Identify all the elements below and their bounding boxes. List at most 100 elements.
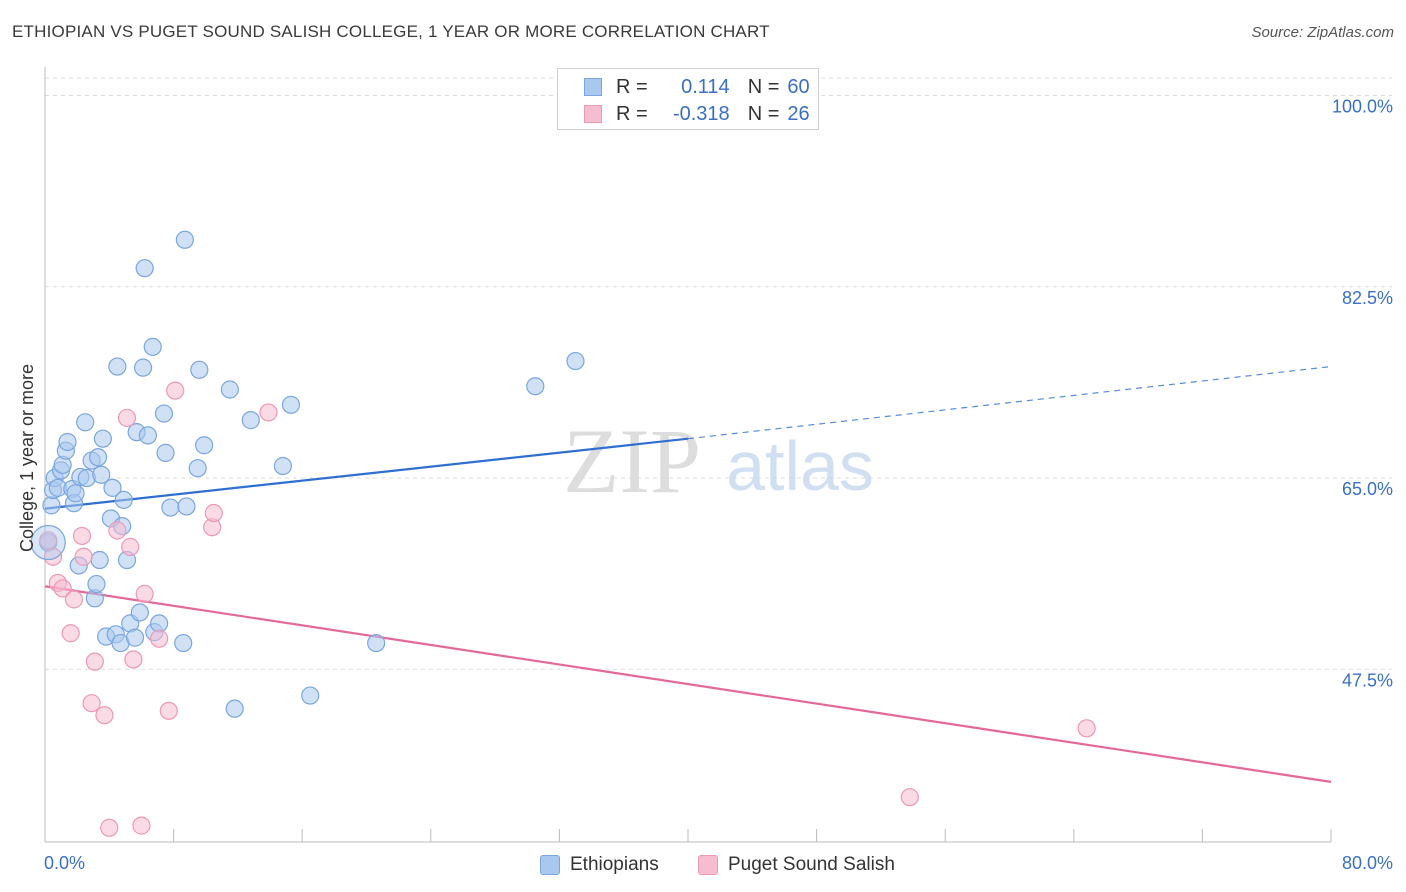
watermark: ZIP atlas: [563, 410, 874, 512]
ethiopians-point: [92, 465, 111, 484]
ethiopians-point: [225, 699, 244, 718]
puget-sound-salish-point: [135, 584, 154, 603]
y-tick-label: 65.0%: [1342, 479, 1393, 499]
y-tick-label: 47.5%: [1342, 670, 1393, 690]
legend-r-value: -0.318: [672, 102, 730, 125]
puget-sound-salish-point: [64, 590, 84, 609]
correlation-legend: R = 0.114 N = 60 R = -0.318 N = 26: [557, 68, 819, 130]
legend-r-label: R =: [616, 75, 648, 98]
puget-sound-salish-point: [95, 706, 114, 725]
legend-n-label: N =: [747, 102, 780, 125]
y-tick-label: 82.5%: [1342, 288, 1393, 308]
ethiopians-point: [175, 230, 194, 249]
legend-n-label: N =: [747, 75, 780, 98]
ethiopians-cluster-point: [30, 524, 66, 561]
ethiopians-point: [156, 443, 175, 462]
legend-row-puget-sound-salish: R = -0.318 N = 26: [584, 101, 810, 127]
chart-title: ETHIOPIAN VS PUGET SOUND SALISH COLLEGE,…: [12, 22, 770, 41]
ethiopians-point: [241, 411, 260, 430]
ethiopians-point: [177, 497, 196, 516]
puget-sound-salish-point: [39, 531, 58, 550]
data-points: [30, 230, 1096, 837]
puget-sound-salish-point: [43, 547, 63, 566]
legend-n-value: 60: [787, 75, 810, 98]
ethiopians-point: [190, 360, 209, 379]
puget-sound-salish-point: [259, 403, 278, 422]
bottom-legend-puget-sound-salish: Puget Sound Salish: [698, 852, 895, 878]
ethiopians-point: [154, 404, 174, 423]
puget-sound-salish-point: [159, 701, 178, 720]
puget-sound-salish-point: [108, 521, 127, 540]
ethiopians-point: [93, 429, 112, 448]
legend-row-ethiopians: R = 0.114 N = 60: [584, 74, 810, 100]
ethiopians-point: [103, 478, 122, 497]
y-tick-label: 100.0%: [1332, 96, 1393, 116]
watermark-zip: ZIP: [563, 410, 701, 512]
ethiopians-point: [88, 448, 108, 467]
puget-sound-salish-point: [124, 650, 143, 669]
ethiopians-point: [42, 496, 61, 515]
ethiopians-point: [195, 436, 214, 455]
bottom-legend-swatch-blue: [540, 855, 560, 875]
ethiopians-point: [138, 426, 157, 445]
x-tick-label-max: 80.0%: [1342, 853, 1393, 873]
bottom-legend-label: Puget Sound Salish: [728, 854, 895, 875]
puget-sound-salish-point: [53, 579, 72, 598]
puget-sound-salish-point: [121, 537, 140, 556]
ethiopians-point: [174, 633, 193, 653]
ethiopians-point: [273, 456, 293, 476]
legend-n-value: 26: [787, 102, 810, 125]
ethiopians-point: [150, 614, 169, 633]
ethiopians-point: [108, 357, 127, 376]
puget-sound-salish-trend-line: [44, 585, 1332, 783]
ethiopians-point: [90, 550, 109, 570]
puget-sound-salish-point: [204, 503, 223, 523]
trend-lines: [44, 365, 1332, 783]
ethiopians-point: [66, 484, 85, 503]
ethiopians-point: [130, 603, 149, 622]
grid-lines: [45, 77, 1392, 670]
ethiopians-point: [58, 432, 77, 452]
chart-source: Source: ZipAtlas.com: [1251, 24, 1394, 41]
puget-sound-salish-point: [132, 816, 151, 835]
ethiopians-point: [76, 413, 95, 432]
bottom-legend-label: Ethiopians: [570, 854, 659, 875]
ethiopians-point: [135, 259, 154, 278]
ethiopians-point: [114, 490, 133, 509]
x-tick-label-min: 0.0%: [44, 853, 85, 873]
legend-swatch-blue: [584, 78, 602, 96]
ethiopians-point: [220, 380, 239, 399]
ethiopians-point: [125, 628, 145, 647]
legend-r-label: R =: [616, 102, 648, 125]
puget-sound-salish-point: [61, 624, 80, 643]
ethiopians-point: [143, 337, 162, 356]
ethiopians-point: [281, 395, 301, 414]
puget-sound-salish-point: [74, 547, 93, 566]
puget-sound-salish-point: [166, 381, 185, 400]
puget-sound-salish-point: [72, 526, 92, 546]
ethiopians-point: [161, 498, 180, 517]
legend-r-value: 0.114: [681, 75, 730, 98]
ethiopians-point: [301, 686, 320, 705]
puget-sound-salish-point: [85, 652, 104, 671]
puget-sound-salish-point: [82, 694, 101, 713]
ethiopians-point: [526, 377, 545, 396]
puget-sound-salish-point: [150, 629, 169, 648]
y-axis-label: College, 1 year or more: [17, 364, 37, 552]
puget-sound-salish-point: [117, 408, 137, 428]
tick-labels: 100.0% 82.5% 65.0% 47.5% 0.0% 80.0%: [44, 96, 1393, 873]
puget-sound-salish-point: [900, 788, 919, 807]
ethiopians-point: [367, 633, 386, 653]
puget-sound-salish-point: [100, 818, 119, 837]
ethiopians-point: [133, 358, 153, 377]
ethiopians-point: [87, 574, 106, 594]
axes: [44, 67, 1332, 843]
ethiopians-trend-extension: [687, 365, 1332, 440]
bottom-legend-ethiopians: Ethiopians: [540, 852, 659, 878]
legend-swatch-pink: [584, 105, 602, 123]
puget-sound-salish-point: [1077, 719, 1096, 738]
ethiopians-trend-line: [44, 437, 689, 510]
ethiopians-point: [188, 459, 207, 478]
ethiopians-point: [566, 351, 585, 371]
